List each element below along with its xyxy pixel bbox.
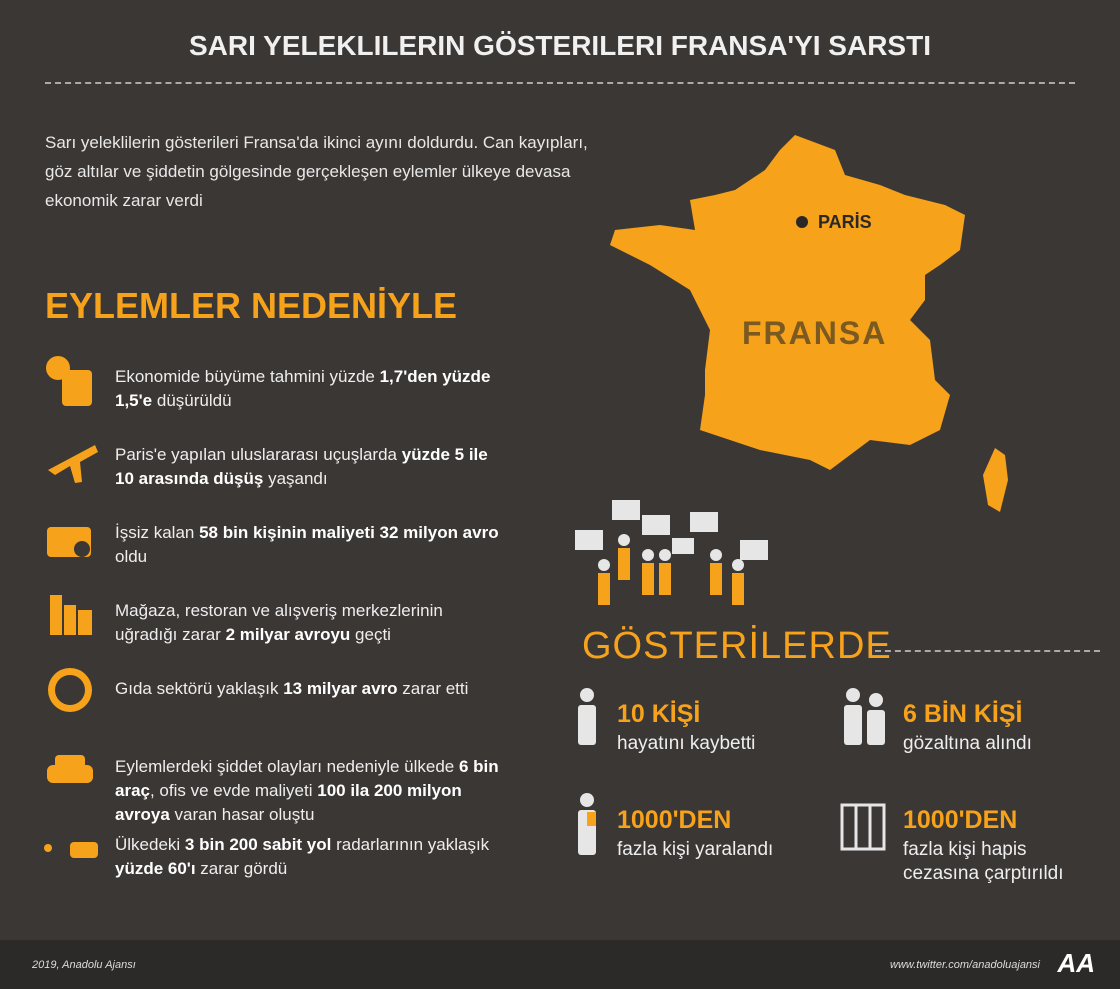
paris-dot [796, 216, 808, 228]
text-part: radarlarının yaklaşık [331, 835, 490, 854]
stat-text: fazla kişi yaralandı [617, 839, 774, 860]
text-part: 58 bin kişinin maliyeti 32 milyon avro [199, 523, 499, 542]
divider [875, 650, 1100, 652]
text-part: Eylemlerdeki şiddet olayları nedeniyle ü… [115, 757, 459, 776]
section-heading: EYLEMLER NEDENİYLE [45, 285, 458, 326]
item-text: Gıda sektörü yaklaşık 13 milyar avro zar… [115, 677, 505, 701]
text-part: Paris'e yapılan uluslararası uçuşlarda [115, 445, 402, 464]
text-part: zarar etti [397, 679, 469, 698]
item-text: Mağaza, restoran ve alışveriş merkezleri… [115, 599, 505, 647]
country-label: FRANSA [742, 315, 888, 351]
text-part: düşürüldü [152, 391, 232, 410]
stat-value: 1000'DEN [903, 806, 1018, 834]
text-part: zarar gördü [195, 859, 288, 878]
text-part: Mağaza, restoran ve alışveriş merkezleri… [115, 601, 443, 644]
credit: 2019, Anadolu Ajansı [32, 959, 136, 971]
item-text: Ekonomide büyüme tahmini yüzde 1,7'den y… [115, 365, 505, 413]
text-part: Ekonomide büyüme tahmini yüzde [115, 367, 380, 386]
text-part: Gıda sektörü yaklaşık [115, 679, 284, 698]
item-text: Ülkedeki 3 bin 200 sabit yol radarlarını… [115, 833, 505, 881]
title: SARI YELEKLILERIN GÖSTERILERI FRANSA'YI … [189, 30, 931, 61]
text-part: Ülkedeki [115, 835, 185, 854]
stat-text: fazla kişi hapis cezasına çarptırıldı [903, 839, 1064, 884]
text-part: geçti [350, 625, 391, 644]
section-heading: GÖSTERİLERDE [582, 625, 892, 667]
stat-value: 6 BİN KİŞİ [903, 700, 1023, 728]
text-part: 100 ila 200 milyon avroya [115, 781, 462, 824]
stat-text: gözaltına alındı [903, 733, 1032, 754]
text-part: yüzde 5 ile 10 arasında düşüş [115, 445, 488, 488]
item-text: Eylemlerdeki şiddet olayları nedeniyle ü… [115, 755, 505, 827]
logo: AA [1057, 948, 1095, 978]
footer: 2019, Anadolu Ajansı www.twitter.com/ana… [0, 940, 1120, 989]
city-label: PARİS [818, 212, 872, 232]
divider [45, 82, 1075, 84]
link[interactable]: www.twitter.com/anadoluajansi [890, 959, 1040, 971]
text-part: 2 milyar avroyu [225, 625, 351, 644]
item-text: Paris'e yapılan uluslararası uçuşlarda y… [115, 443, 505, 491]
item-text: İşsiz kalan 58 bin kişinin maliyeti 32 m… [115, 521, 505, 569]
stat-value: 1000'DEN [617, 806, 732, 834]
text-part: yüzde 60'ı [115, 859, 196, 878]
text-part: varan hasar oluştu [169, 805, 315, 824]
corsica [983, 448, 1008, 512]
france-map [610, 135, 965, 470]
text-part: 13 milyar avro [283, 679, 398, 698]
stat-text: hayatını kaybetti [617, 733, 756, 754]
intro: Sarı yeleklilerin gösterileri Fransa'da … [45, 133, 588, 210]
text-part: 1,7'den yüzde 1,5'e [115, 367, 491, 410]
stat-value: 10 KİŞİ [617, 700, 701, 728]
text-part: , ofis ve evde maliyeti [149, 781, 318, 800]
text-part: 3 bin 200 sabit yol [184, 835, 332, 854]
text-part: oldu [115, 547, 148, 566]
map-illustration [44, 135, 1008, 858]
text-part: yaşandı [263, 469, 328, 488]
item-icons [44, 356, 98, 858]
text-part: İşsiz kalan [115, 523, 200, 542]
stat-icons [578, 688, 886, 855]
text-part: 6 bin araç [115, 757, 499, 800]
protesters [575, 500, 768, 605]
